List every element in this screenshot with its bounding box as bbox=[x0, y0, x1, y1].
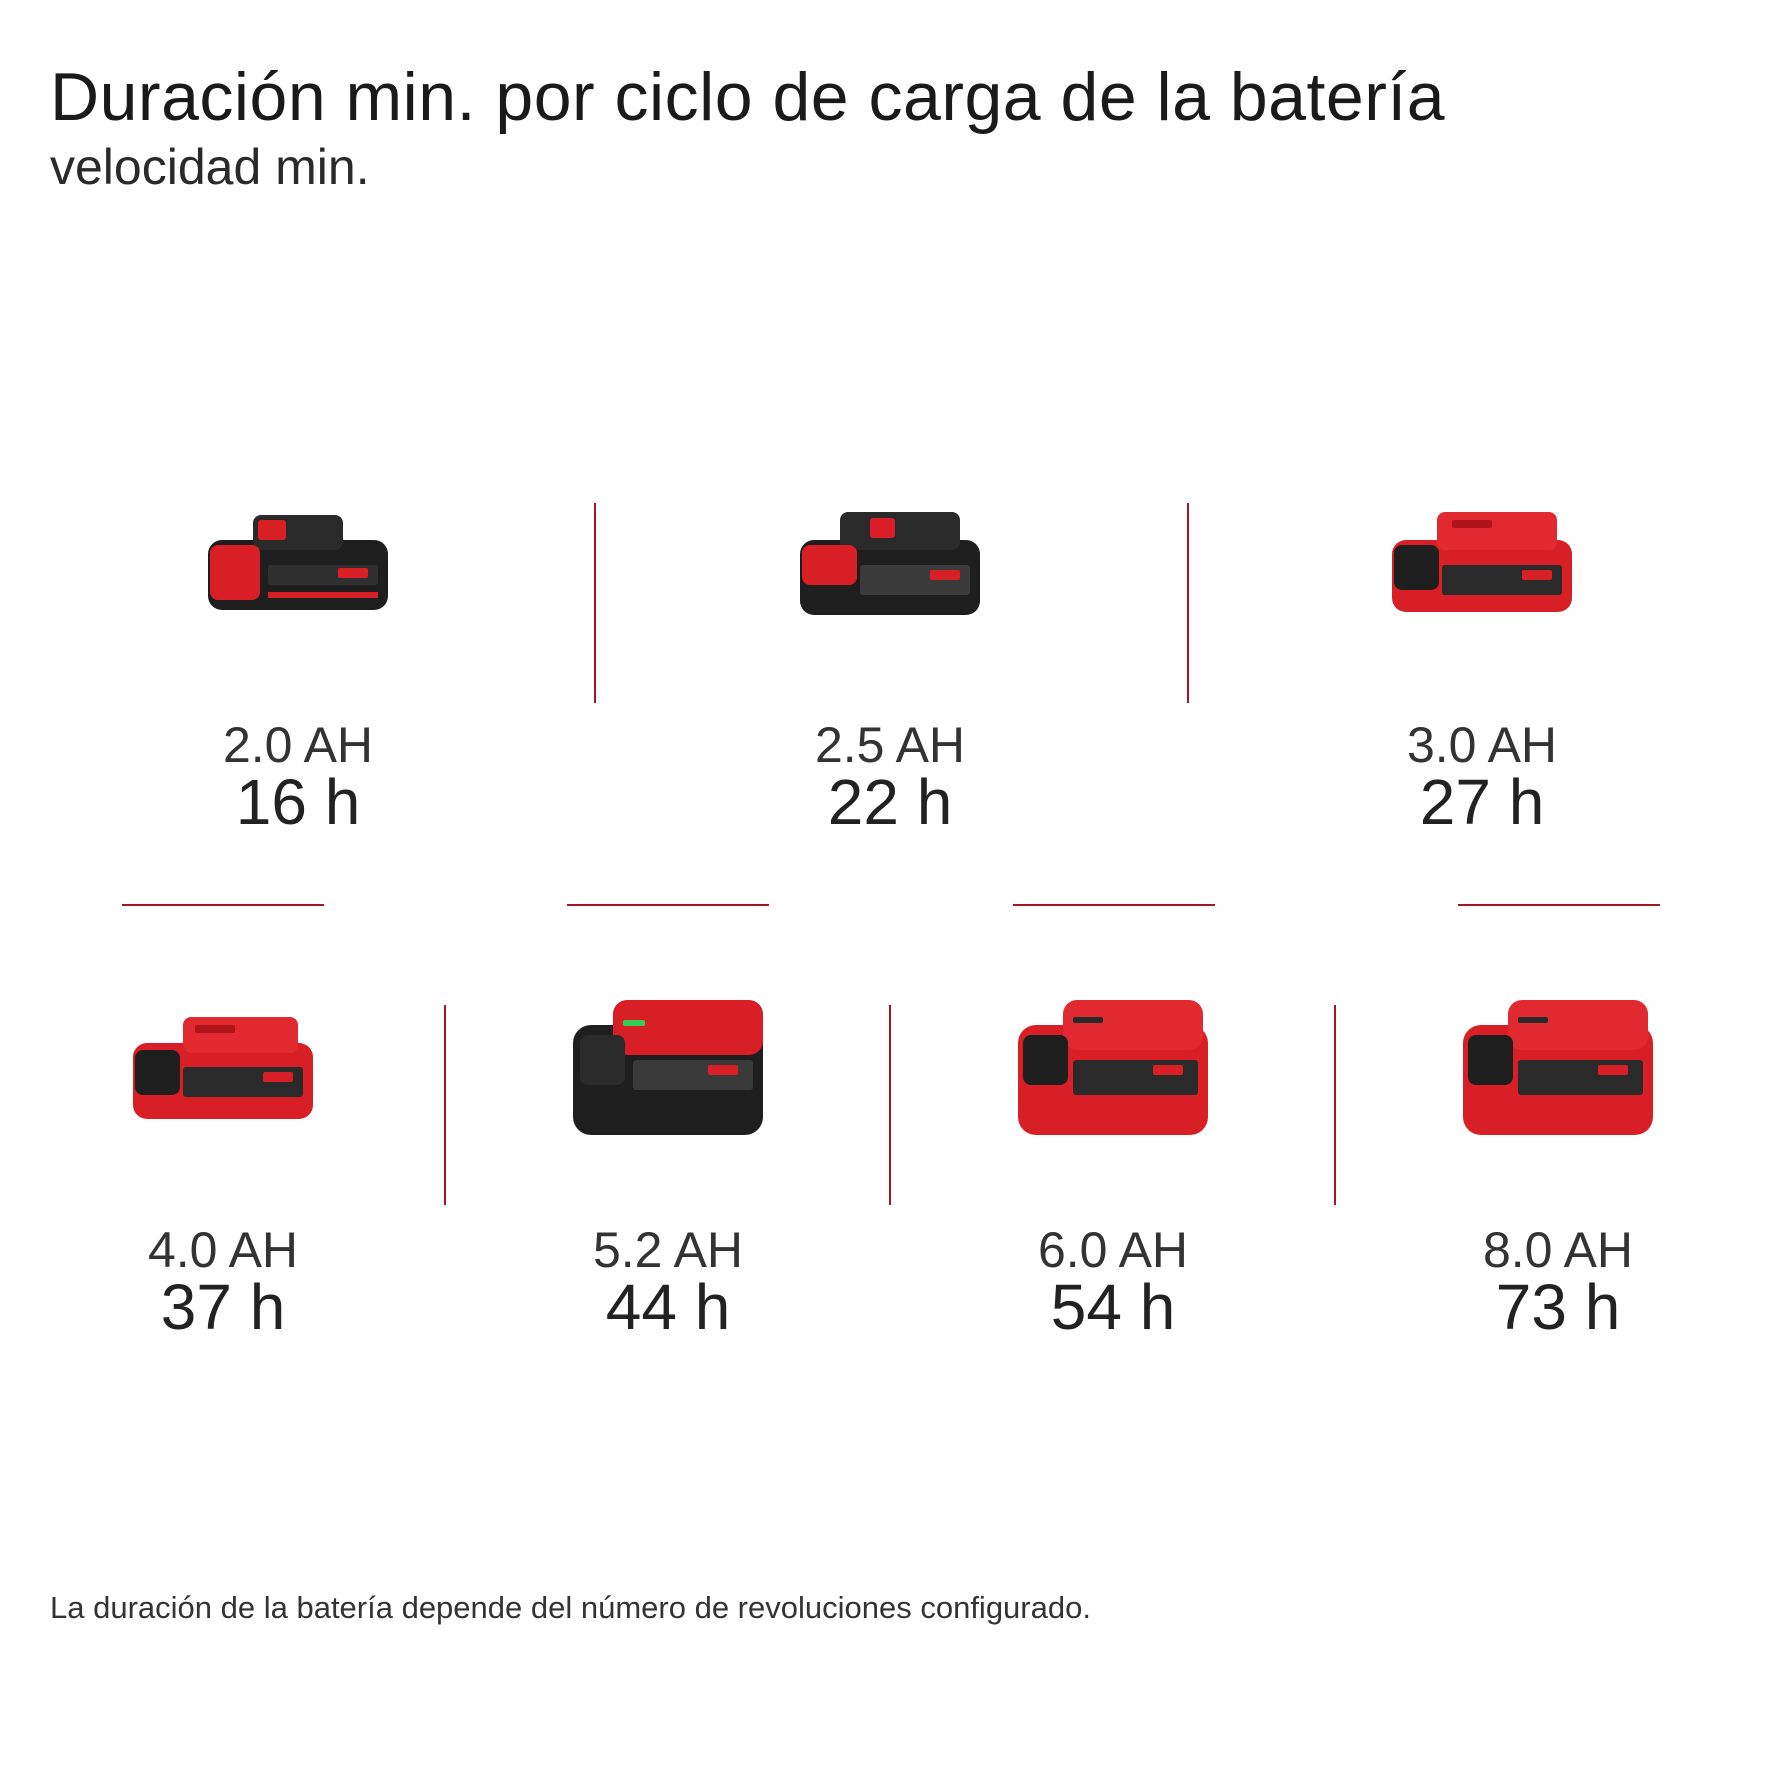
duration-value: 37 h bbox=[160, 1271, 286, 1343]
divider-vertical bbox=[889, 1005, 891, 1205]
battery-4-0ah-icon bbox=[133, 1017, 313, 1119]
divider-horizontal bbox=[1013, 904, 1215, 906]
duration-value: 54 h bbox=[1050, 1271, 1176, 1343]
capacity-label: 4.0 AH bbox=[147, 1222, 299, 1278]
page-title: Duración min. por ciclo de carga de la b… bbox=[50, 59, 1446, 135]
capacity-label: 3.0 AH bbox=[1406, 717, 1558, 773]
duration-value: 73 h bbox=[1495, 1271, 1621, 1343]
capacity-label: 5.2 AH bbox=[592, 1222, 744, 1278]
battery-5-2ah-icon bbox=[573, 1000, 763, 1135]
divider-vertical bbox=[594, 503, 596, 703]
battery-3-0ah-icon bbox=[1392, 512, 1572, 612]
divider-vertical bbox=[1334, 1005, 1336, 1205]
battery-8-0ah-icon bbox=[1463, 1000, 1653, 1135]
page-subtitle: velocidad min. bbox=[50, 139, 370, 195]
battery-2-5ah-icon bbox=[800, 512, 980, 615]
capacity-label: 2.0 AH bbox=[222, 717, 374, 773]
capacity-label: 6.0 AH bbox=[1037, 1222, 1189, 1278]
divider-horizontal bbox=[1458, 904, 1660, 906]
battery-6-0ah-icon bbox=[1018, 1000, 1208, 1135]
divider-horizontal bbox=[567, 904, 769, 906]
divider-vertical bbox=[444, 1005, 446, 1205]
battery-2-0ah-icon bbox=[208, 515, 388, 610]
duration-value: 22 h bbox=[827, 766, 953, 838]
duration-value: 16 h bbox=[235, 766, 361, 838]
divider-vertical bbox=[1187, 503, 1189, 703]
duration-value: 27 h bbox=[1419, 766, 1545, 838]
capacity-label: 2.5 AH bbox=[814, 717, 966, 773]
divider-horizontal bbox=[122, 904, 324, 906]
duration-value: 44 h bbox=[605, 1271, 731, 1343]
capacity-label: 8.0 AH bbox=[1482, 1222, 1634, 1278]
footnote: La duración de la batería depende del nú… bbox=[50, 1590, 1091, 1625]
